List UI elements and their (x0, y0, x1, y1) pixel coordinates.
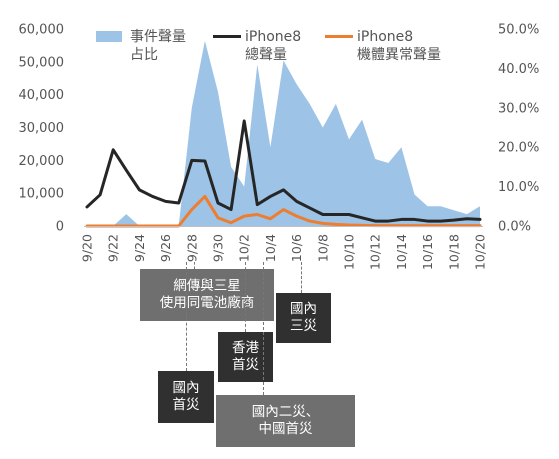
y-right-tick-label: 0.0% (498, 220, 531, 235)
x-tick-label: 9/20 (80, 234, 95, 262)
x-tick-label: 10/4 (263, 234, 278, 262)
annotation-label: 國內 首災 (172, 380, 200, 413)
legend-label: 占比 (130, 47, 158, 63)
annotation-box: 國內二災、 中國首災 (216, 395, 355, 447)
line-series-total-volume (85, 119, 482, 223)
annotation-leader-line (186, 262, 187, 371)
x-tick-label: 10/8 (315, 234, 330, 262)
area-series-layer (87, 40, 480, 226)
annotation-box: 國內 首災 (158, 371, 214, 423)
annotation-leader-line (245, 262, 246, 332)
legend-label: iPhone8 (357, 29, 413, 45)
y-axis-right: 0.0% 10.0% 20.0% 30.0% 40.0% 50.0% (498, 23, 539, 235)
y-left-tick-label: 50,000 (19, 55, 65, 70)
x-tick-label: 10/18 (446, 234, 461, 270)
y-left-tick-label: 40,000 (19, 88, 65, 103)
x-tick-label: 9/28 (184, 234, 199, 262)
area-series-event-share (87, 40, 480, 226)
x-tick-label: 10/14 (394, 234, 409, 270)
annotation-box: 國內 三災 (276, 293, 331, 343)
y-right-tick-label: 30.0% (498, 101, 539, 116)
annotation-box: 網傳與三星 使用同電池廠商 (140, 269, 274, 321)
annotation-leader-line (194, 262, 195, 269)
annotation-label: 國內 三災 (290, 301, 317, 334)
annotation-label: 國內二災、 中國首災 (251, 404, 320, 437)
y-left-tick-label: 60,000 (19, 23, 65, 38)
annotation-label: 香港 首災 (232, 340, 259, 373)
y-left-tick-label: 20,000 (19, 154, 65, 169)
x-axis: 9/20 9/22 9/24 9/26 9/28 9/30 10/2 10/4 10/6 10/8… (80, 234, 488, 270)
y-axis-left: 0 10,000 20,000 30,000 40,000 50,000 60,000 (19, 23, 65, 235)
annotation-box: 香港 首災 (218, 332, 273, 382)
x-tick-label: 10/16 (420, 234, 435, 270)
x-tick-label: 9/26 (158, 234, 173, 262)
x-tick-label: 10/12 (368, 234, 383, 270)
annotation-leader-line (301, 262, 302, 293)
x-tick-label: 9/24 (132, 234, 147, 262)
legend-label: 總聲量 (245, 46, 287, 63)
annotation-label: 網傳與三星 使用同電池廠商 (159, 278, 255, 311)
y-right-tick-label: 20.0% (498, 141, 539, 156)
legend-label: 機體異常聲量 (357, 46, 441, 63)
y-right-tick-label: 40.0% (498, 62, 539, 77)
x-tick-label: 9/30 (211, 234, 226, 262)
legend-label: 事件聲量 (130, 28, 186, 45)
x-tick-label: 10/6 (289, 234, 304, 262)
y-right-tick-label: 50.0% (498, 23, 539, 38)
x-tick-label: 10/10 (342, 234, 357, 270)
y-right-tick-label: 10.0% (498, 180, 539, 195)
x-tick-label: 10/2 (237, 234, 252, 262)
annotation-leader-line (263, 262, 264, 395)
x-tick-label: 10/20 (473, 234, 488, 270)
legend-label: iPhone8 (245, 29, 301, 45)
legend-swatch (96, 31, 122, 42)
y-left-tick-label: 10,000 (19, 187, 65, 202)
x-tick-label: 9/22 (106, 234, 121, 262)
y-left-tick-label: 30,000 (19, 121, 65, 136)
y-left-tick-label: 0 (56, 220, 64, 235)
